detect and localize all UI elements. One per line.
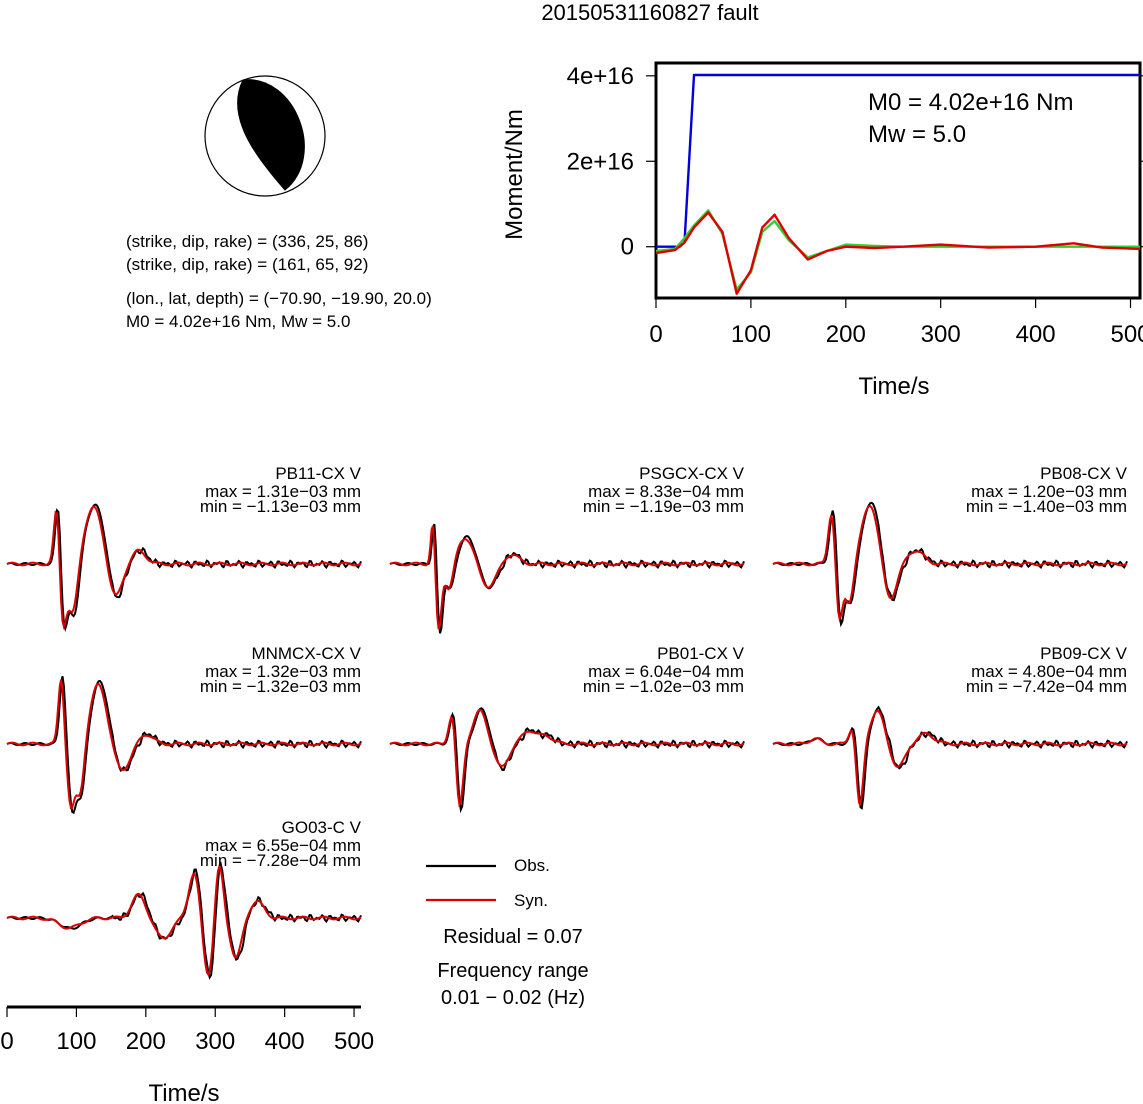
station-name: MNMCX-CX V <box>251 644 361 663</box>
synthetic-waveform <box>6 679 362 810</box>
station-max: max = 1.31e−03 mm <box>205 482 361 501</box>
residual-text: Residual = 0.07 <box>443 926 583 948</box>
station-max: max = 1.20e−03 mm <box>971 482 1127 501</box>
observed-waveform <box>6 860 362 980</box>
station-max: max = 6.04e−04 mm <box>588 662 744 681</box>
waveform-xtick-label: 100 <box>56 1028 96 1055</box>
frequency-range-value: 0.01 − 0.02 (Hz) <box>441 987 585 1009</box>
station-min: min = −1.32e−03 mm <box>200 677 361 696</box>
synthetic-waveform <box>6 863 362 977</box>
nodal-plane-2: (strike, dip, rake) = (161, 65, 92) <box>126 255 369 274</box>
moment-annotation-mw: Mw = 5.0 <box>868 121 966 148</box>
station-min: min = −7.28e−04 mm <box>200 851 361 870</box>
synthetic-waveform <box>389 708 745 808</box>
station-name: PSGCX-CX V <box>639 464 745 483</box>
waveform-xtick-label: 400 <box>265 1028 305 1055</box>
station-name: PB09-CX V <box>1040 644 1128 663</box>
station-min: min = −1.40e−03 mm <box>966 497 1127 516</box>
moment-ylabel: Moment/Nm <box>501 109 528 240</box>
waveform-xtick-label: 0 <box>0 1028 13 1055</box>
station-name: GO03-C V <box>282 818 362 837</box>
station-name: PB01-CX V <box>657 644 745 663</box>
nodal-plane-1: (strike, dip, rake) = (336, 25, 86) <box>126 232 369 251</box>
station-min: min = −1.13e−03 mm <box>200 497 361 516</box>
waveform-xtick-label: 500 <box>334 1028 374 1055</box>
waveform-xtick-label: 200 <box>126 1028 166 1055</box>
moment-series-line-1 <box>655 209 1140 291</box>
moment-xlabel: Time/s <box>858 373 929 400</box>
legend-syn-label: Syn. <box>514 891 549 910</box>
synthetic-waveform <box>772 709 1128 807</box>
synthetic-waveform <box>772 505 1128 622</box>
moment-xtick-label: 0 <box>649 321 662 348</box>
plot-title: 20150531160827 fault <box>541 0 759 25</box>
station-max: max = 8.33e−04 mm <box>588 482 744 501</box>
moment-xtick-label: 300 <box>921 321 961 348</box>
station-name: PB08-CX V <box>1040 464 1128 483</box>
synthetic-waveform <box>6 505 362 631</box>
station-min: min = −1.19e−03 mm <box>583 497 744 516</box>
waveform-xlabel: Time/s <box>148 1080 219 1104</box>
beachball-compressional-quadrant <box>237 79 305 191</box>
moment-ytick-label: 4e+16 <box>567 63 634 90</box>
moment-xtick-label: 100 <box>731 321 771 348</box>
observed-waveform <box>772 705 1128 810</box>
legend-obs-label: Obs. <box>514 856 550 875</box>
source-magnitude: M0 = 4.02e+16 Nm, Mw = 5.0 <box>126 312 351 331</box>
station-min: min = −7.42e−04 mm <box>966 677 1127 696</box>
moment-chart: 0 2e+16 4e+16 0 100 200 300 400 500 Time/s Moment/… <box>501 61 1143 400</box>
moment-xtick-label: 500 <box>1110 321 1143 348</box>
station-max: max = 1.32e−03 mm <box>205 662 361 681</box>
station-name: PB11-CX V <box>275 464 361 483</box>
moment-xtick-label: 200 <box>826 321 866 348</box>
synthetic-waveform <box>389 525 745 630</box>
moment-series-line-2 <box>655 211 1141 295</box>
station-min: min = −1.02e−03 mm <box>583 677 744 696</box>
moment-annotation-m0: M0 = 4.02e+16 Nm <box>868 89 1073 116</box>
station-max: max = 4.80e−04 mm <box>971 662 1127 681</box>
source-location: (lon., lat, depth) = (−70.90, −19.90, 20… <box>126 289 432 308</box>
moment-xtick-label: 400 <box>1016 321 1056 348</box>
moment-plot-frame <box>654 61 1142 300</box>
legend <box>426 864 496 902</box>
observed-waveform <box>389 707 745 814</box>
observed-waveform <box>389 523 745 634</box>
waveform-xtick-label: 300 <box>195 1028 235 1055</box>
beachball <box>204 75 326 197</box>
frequency-range-label: Frequency range <box>437 960 589 982</box>
moment-ytick-label: 2e+16 <box>567 148 634 175</box>
station-max: max = 6.55e−04 mm <box>205 836 361 855</box>
moment-ytick-label: 0 <box>621 234 634 261</box>
